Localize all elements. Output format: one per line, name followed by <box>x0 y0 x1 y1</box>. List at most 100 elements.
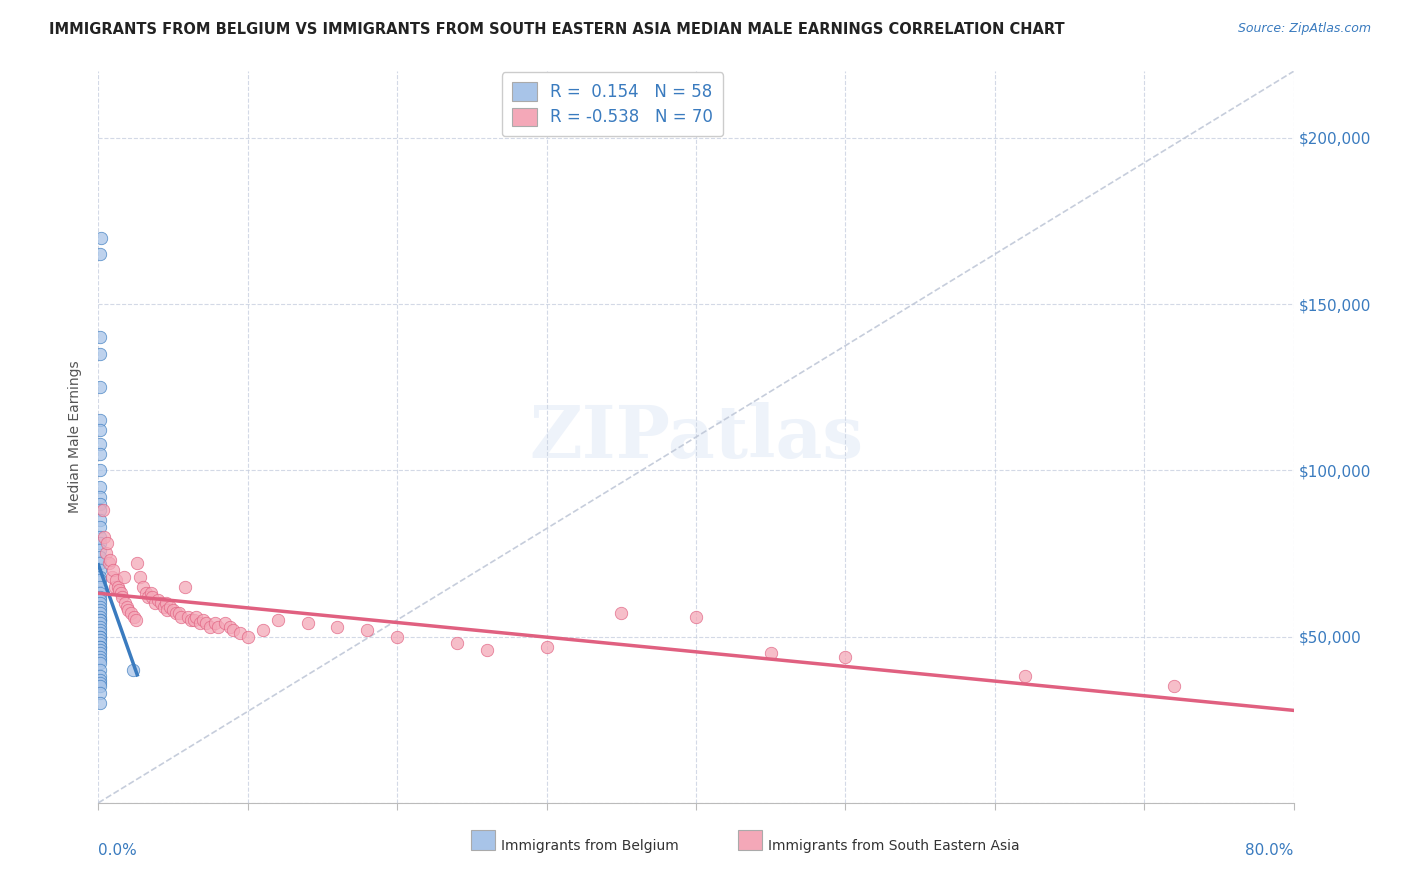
Point <box>89 673 111 687</box>
Point <box>89 613 111 627</box>
Point <box>89 347 111 361</box>
Point <box>89 640 111 654</box>
Point <box>207 619 229 633</box>
Point <box>89 590 111 604</box>
Point <box>114 596 136 610</box>
Point <box>153 599 176 614</box>
Point <box>89 599 111 614</box>
Text: 0.0%: 0.0% <box>98 843 138 858</box>
Point <box>136 590 159 604</box>
Point <box>89 563 111 577</box>
Bar <box>738 830 762 850</box>
Point <box>188 616 211 631</box>
Point <box>236 630 259 644</box>
Point <box>89 663 111 677</box>
Point <box>89 676 111 690</box>
Point <box>267 613 290 627</box>
Text: IMMIGRANTS FROM BELGIUM VS IMMIGRANTS FROM SOUTH EASTERN ASIA MEDIAN MALE EARNIN: IMMIGRANTS FROM BELGIUM VS IMMIGRANTS FR… <box>49 22 1064 37</box>
Point <box>89 619 111 633</box>
Point <box>159 599 181 614</box>
Point <box>89 380 111 394</box>
Point <box>148 593 170 607</box>
Point <box>446 636 468 650</box>
Point <box>222 623 245 637</box>
Text: Immigrants from South Eastern Asia: Immigrants from South Eastern Asia <box>768 839 1019 854</box>
Point <box>105 573 128 587</box>
Point <box>89 680 111 694</box>
Point <box>89 607 111 621</box>
Point <box>129 570 152 584</box>
Point <box>252 623 274 637</box>
Point <box>127 557 149 571</box>
Point <box>89 557 111 571</box>
Point <box>89 497 111 511</box>
Point <box>89 570 111 584</box>
Point <box>89 413 111 427</box>
Point <box>124 609 146 624</box>
Point <box>89 630 111 644</box>
Point <box>174 580 197 594</box>
Point <box>112 570 135 584</box>
Point <box>89 490 111 504</box>
Point <box>200 619 222 633</box>
Point <box>89 669 111 683</box>
Point <box>385 630 409 644</box>
Point <box>183 613 205 627</box>
Point <box>120 607 142 621</box>
Point <box>162 603 184 617</box>
Point <box>90 230 112 244</box>
Point <box>219 619 242 633</box>
Point <box>155 596 177 610</box>
Point <box>89 646 111 660</box>
Bar <box>471 830 495 850</box>
Text: ZIPatlas: ZIPatlas <box>529 401 863 473</box>
Point <box>89 643 111 657</box>
Point <box>229 626 252 640</box>
Point <box>89 616 111 631</box>
Point <box>204 616 226 631</box>
Point <box>475 643 498 657</box>
Point <box>89 656 111 670</box>
Point <box>89 480 111 494</box>
Point <box>97 557 120 571</box>
Point <box>156 603 179 617</box>
Point <box>89 696 111 710</box>
Point <box>167 607 190 621</box>
Point <box>184 609 207 624</box>
Point <box>107 580 129 594</box>
Point <box>89 330 111 344</box>
Point <box>89 530 111 544</box>
Point <box>89 609 111 624</box>
Point <box>96 536 118 550</box>
Point <box>89 596 111 610</box>
Point <box>169 609 191 624</box>
Point <box>89 632 111 647</box>
Text: Source: ZipAtlas.com: Source: ZipAtlas.com <box>1237 22 1371 36</box>
Point <box>297 616 319 631</box>
Point <box>165 607 187 621</box>
Point <box>89 513 111 527</box>
Point <box>108 582 131 597</box>
Point <box>214 616 236 631</box>
Point <box>685 609 707 624</box>
Point <box>610 607 633 621</box>
Point <box>115 599 138 614</box>
Point <box>111 590 134 604</box>
Point <box>177 609 200 624</box>
Point <box>89 520 111 534</box>
Text: Immigrants from Belgium: Immigrants from Belgium <box>501 839 679 854</box>
Point <box>89 686 111 700</box>
Point <box>143 596 166 610</box>
Point <box>326 619 349 633</box>
Point <box>536 640 558 654</box>
Point <box>356 623 378 637</box>
Point <box>93 530 115 544</box>
Point <box>89 640 111 654</box>
Point <box>94 546 117 560</box>
Text: 80.0%: 80.0% <box>1246 843 1294 858</box>
Point <box>89 573 111 587</box>
Point <box>89 424 111 438</box>
Point <box>191 613 214 627</box>
Point <box>89 247 111 261</box>
Point <box>180 613 202 627</box>
